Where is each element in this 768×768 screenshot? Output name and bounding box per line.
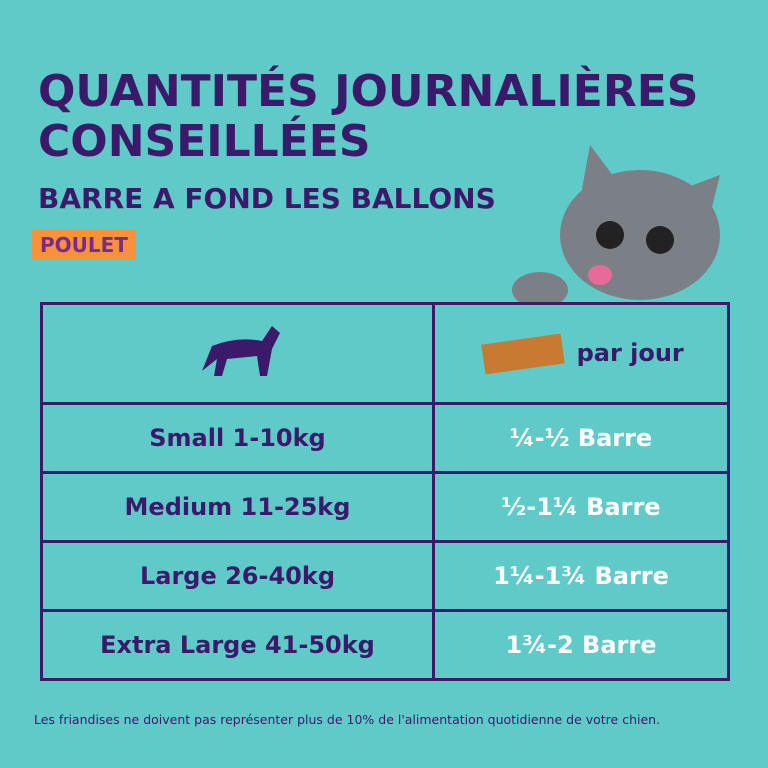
subtitle: BARRE A FOND LES BALLONS	[38, 182, 496, 215]
size-cell: Large 26-40kg	[40, 540, 435, 612]
table: par jour Small 1-10kg ¼-½ Barre Medium 11-…	[40, 302, 731, 681]
per-day-cell: par jour	[431, 302, 731, 405]
portion-cell: ½-1¼ Barre	[431, 471, 731, 543]
footnote: Les friandises ne doivent pas représente…	[34, 712, 661, 727]
title: QUANTITÉS JOURNALIÈRES	[38, 66, 699, 117]
size-cell: Small 1-10kg	[40, 402, 435, 474]
portion-cell: 1¾-2 Barre	[431, 609, 731, 681]
dog-illustration	[512, 145, 720, 305]
size-cell: Medium 11-25kg	[40, 471, 435, 543]
per-day-label: par jour	[576, 338, 684, 367]
flavor-badge: POULET	[32, 230, 136, 260]
portion-cell: ¼-½ Barre	[431, 402, 731, 474]
dog-icon-cell	[40, 302, 435, 405]
portion-cell: 1¼-1¾ Barre	[431, 540, 731, 612]
title: CONSEILLÉES	[38, 116, 371, 167]
size-cell: Extra Large 41-50kg	[40, 609, 435, 681]
